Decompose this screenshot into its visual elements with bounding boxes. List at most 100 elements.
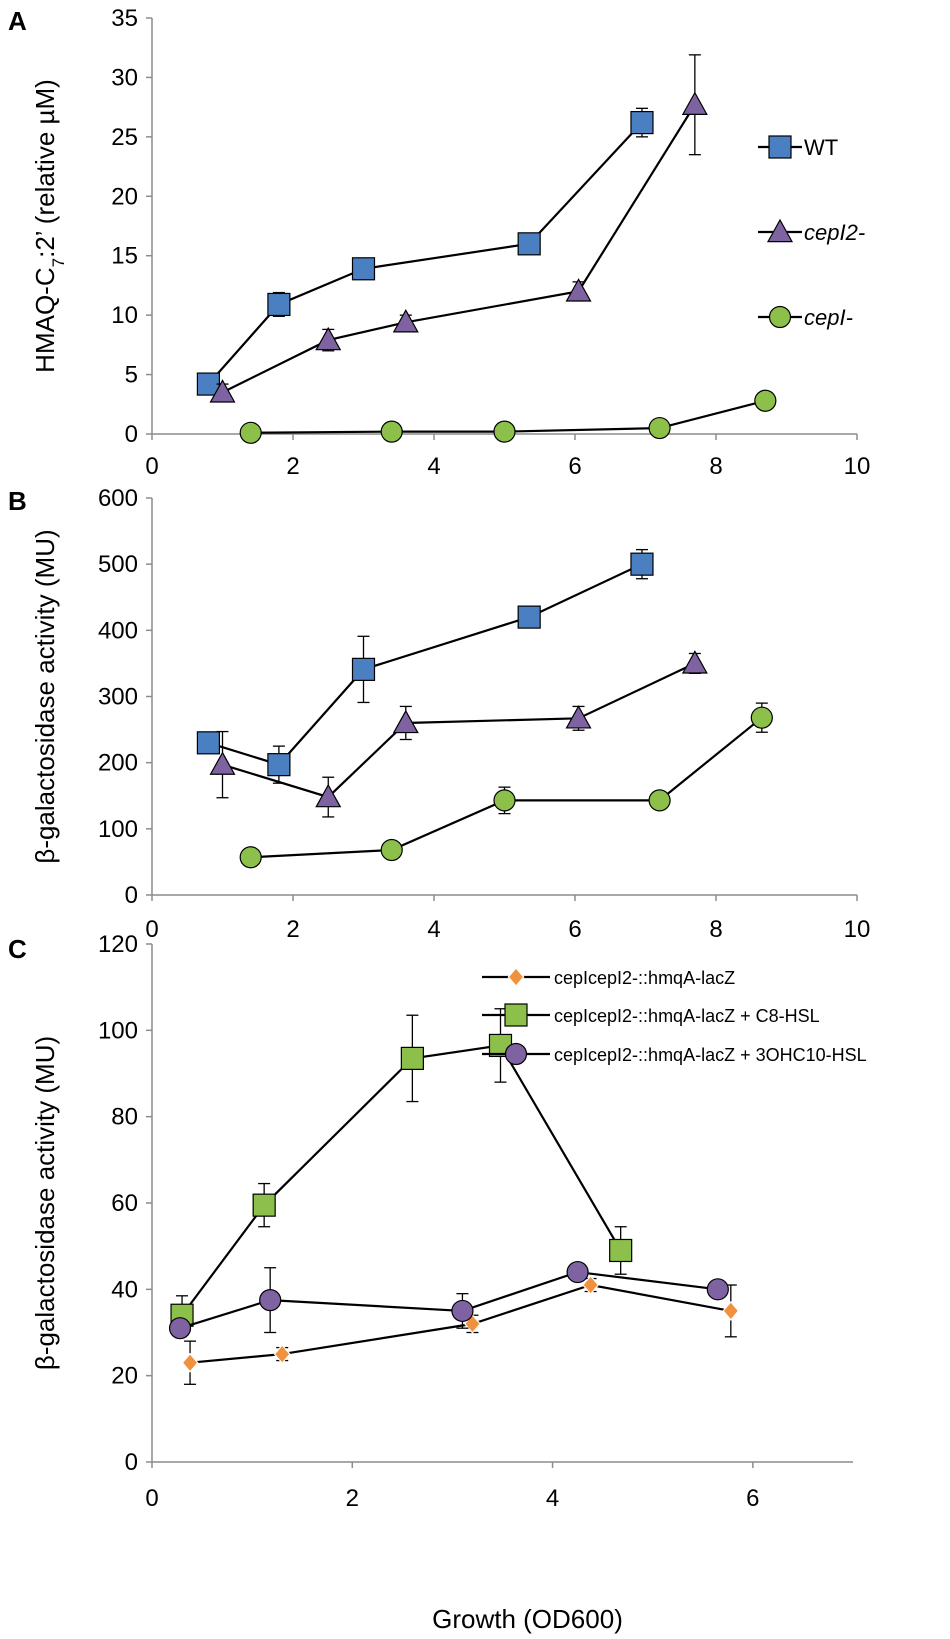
panel-letter: A <box>8 6 27 36</box>
data-point <box>681 91 708 115</box>
data-point <box>392 709 419 734</box>
data-point <box>517 605 541 629</box>
y-tick-label: 20 <box>111 183 138 210</box>
data-point <box>181 1352 199 1373</box>
y-axis-label-part: β-galactosidase activity (MU) <box>30 529 60 863</box>
legend-marker <box>768 135 792 159</box>
series-cepicepi2-hmqa-lacz <box>181 1275 740 1385</box>
legend-marker <box>507 967 525 987</box>
y-tick-label: 0 <box>125 1449 138 1476</box>
x-tick-label: 8 <box>709 453 722 480</box>
y-tick-label: 100 <box>98 816 138 843</box>
series-cepi- <box>239 702 773 869</box>
y-tick-label: 600 <box>98 485 138 512</box>
y-tick-label: 30 <box>111 64 138 91</box>
x-tick-label: 6 <box>746 1485 759 1512</box>
y-tick-label: 300 <box>98 684 138 711</box>
y-tick-label: 200 <box>98 750 138 777</box>
panel-letter: B <box>8 486 27 516</box>
data-point <box>493 420 516 443</box>
data-point <box>565 278 592 302</box>
data-point <box>706 1278 729 1301</box>
data-point <box>648 416 671 440</box>
data-point <box>267 753 291 777</box>
series-cepicepi2-hmqa-lacz-3ohc10-hsl <box>168 1260 729 1340</box>
y-tick-label: 40 <box>111 1276 138 1303</box>
series-line <box>208 563 643 766</box>
x-tick-label: 2 <box>286 453 299 480</box>
y-axis-label-subscript: 7 <box>49 258 68 267</box>
series-line <box>222 104 696 394</box>
data-point <box>252 1193 276 1217</box>
y-tick-label: 500 <box>98 551 138 578</box>
data-point <box>209 379 236 403</box>
series-wt <box>196 548 654 784</box>
series-cepi2- <box>209 54 708 403</box>
series-line <box>181 1044 622 1316</box>
data-point <box>273 1344 291 1365</box>
legend-label: cepI- <box>804 305 853 330</box>
y-tick-label: 5 <box>125 362 138 389</box>
data-point <box>380 420 403 443</box>
legend: cepIcepI2-::hmqA-lacZcepIcepI2-::hmqA-la… <box>482 967 867 1066</box>
y-tick-label: 120 <box>98 931 138 958</box>
data-point <box>351 257 376 281</box>
series-wt <box>196 107 654 396</box>
data-point <box>380 838 403 862</box>
data-point <box>566 1260 589 1284</box>
data-point <box>392 309 419 333</box>
data-point <box>239 846 262 869</box>
series-line <box>222 662 696 799</box>
y-tick-label: 15 <box>111 243 138 270</box>
data-point <box>750 706 773 729</box>
y-tick-label: 100 <box>98 1017 138 1044</box>
data-point <box>517 232 541 256</box>
series-line <box>207 121 643 385</box>
data-point <box>630 552 654 576</box>
data-point <box>168 1317 192 1340</box>
data-point <box>565 705 592 729</box>
panel-a: A 0 5 10 15 20 25 30 35 0 2 4 6 8 10 HMAQ-C7:2’ (relati… <box>8 5 870 480</box>
x-tick-label: 6 <box>568 916 581 943</box>
x-tick-label: 4 <box>427 916 440 943</box>
series-cepi2- <box>209 650 708 818</box>
legend-label: cepIcepI2-::hmqA-lacZ <box>554 968 735 988</box>
x-tick-label: 4 <box>427 453 440 480</box>
y-axis-label: β-galactosidase activity (MU) <box>30 1036 60 1370</box>
legend-label: WT <box>804 135 838 160</box>
x-tick-label: 0 <box>145 1485 158 1512</box>
data-point <box>493 789 516 812</box>
data-point <box>451 1299 474 1323</box>
y-tick-label: 400 <box>98 617 138 644</box>
legend-label: cepI2- <box>804 220 865 245</box>
x-tick-label: 8 <box>709 916 722 943</box>
panel-b: B 0 100 200 300 400 500 600 0 2 4 6 8 10 β-galactosida… <box>8 485 870 943</box>
y-axis-label: HMAQ-C7:2’ (relative µM) <box>30 79 68 373</box>
y-tick-label: 60 <box>111 1190 138 1217</box>
data-point <box>196 731 220 755</box>
data-point <box>315 783 342 808</box>
legend-label: cepIcepI2-::hmqA-lacZ + 3OHC10-HSL <box>554 1045 867 1065</box>
x-tick-label: 0 <box>145 916 158 943</box>
y-axis-label: β-galactosidase activity (MU) <box>30 529 60 863</box>
data-point <box>351 657 376 681</box>
y-tick-label: 80 <box>111 1104 138 1131</box>
data-point <box>400 1046 424 1070</box>
data-point <box>648 789 671 812</box>
data-point <box>239 421 262 444</box>
x-tick-label: 0 <box>145 453 158 480</box>
series-cepi- <box>239 389 777 444</box>
data-point <box>630 110 654 135</box>
y-axis-label-part: HMAQ-C <box>30 267 60 372</box>
x-tick-label: 2 <box>346 1485 359 1512</box>
data-point <box>681 650 708 674</box>
y-tick-label: 0 <box>125 882 138 909</box>
data-point <box>259 1289 282 1312</box>
legend-marker <box>504 1003 528 1027</box>
y-axis-label-part: β-galactosidase activity (MU) <box>30 1036 60 1370</box>
legend-marker <box>504 1042 528 1066</box>
data-point <box>315 326 342 351</box>
data-point <box>209 751 236 775</box>
legend-marker <box>768 305 792 329</box>
